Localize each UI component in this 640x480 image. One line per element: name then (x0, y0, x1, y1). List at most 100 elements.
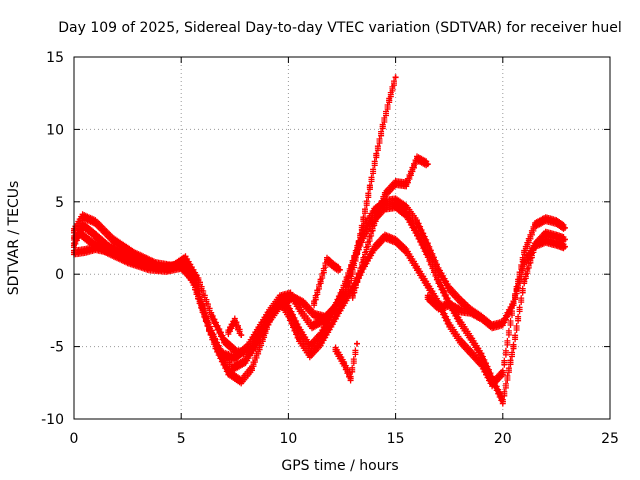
data-point (531, 221, 538, 228)
y-tick-label: 5 (55, 195, 64, 211)
data-point (311, 311, 318, 318)
data-point (255, 326, 262, 333)
data-point (349, 292, 356, 299)
data-point (403, 181, 410, 188)
data-point (341, 360, 348, 367)
data-point (81, 248, 88, 255)
data-point (366, 184, 373, 191)
data-point (354, 340, 361, 347)
data-point (424, 161, 431, 168)
data-point (392, 197, 399, 204)
y-tick-label: -10 (41, 412, 64, 428)
data-point (456, 318, 463, 325)
data-point (311, 300, 318, 307)
data-point (403, 204, 410, 211)
x-axis-ticks: 0 5 10 15 20 25 (70, 57, 619, 447)
data-point (113, 249, 120, 256)
data-point (306, 352, 313, 359)
data-point (296, 326, 303, 333)
data-point (90, 230, 97, 237)
data-point (424, 242, 431, 249)
data-point (392, 237, 399, 244)
data-point (371, 220, 378, 227)
data-point (317, 278, 324, 285)
data-point (298, 308, 305, 315)
data-point (231, 355, 238, 362)
data-point (521, 278, 528, 285)
data-point (424, 282, 431, 289)
data-point (446, 301, 453, 308)
data-point (521, 249, 528, 256)
series-track-3 (71, 195, 568, 364)
x-tick-label: 0 (70, 431, 79, 447)
data-point (489, 375, 496, 382)
data-point (289, 294, 296, 301)
data-point (238, 378, 245, 385)
data-point (542, 230, 549, 237)
data-point (92, 245, 99, 252)
data-point (456, 337, 463, 344)
data-point (268, 314, 275, 321)
data-point (225, 369, 232, 376)
data-point (229, 365, 236, 372)
data-point (446, 285, 453, 292)
data-point (233, 349, 240, 356)
data-point (300, 300, 307, 307)
data-point (510, 300, 517, 307)
data-point (285, 304, 292, 311)
data-point (499, 320, 506, 327)
data-point (208, 311, 215, 318)
x-tick-label: 5 (177, 431, 186, 447)
data-point (542, 216, 549, 223)
data-point (435, 278, 442, 285)
data-point (424, 294, 431, 301)
data-point (332, 346, 339, 353)
data-point (332, 305, 339, 312)
data-point (478, 314, 485, 321)
data-point (456, 297, 463, 304)
x-axis-label: GPS time / hours (281, 458, 398, 474)
y-tick-label: 10 (46, 122, 64, 138)
data-point (257, 332, 264, 339)
x-tick-label: 10 (279, 431, 297, 447)
data-point (173, 262, 180, 269)
plot-frame (73, 56, 611, 420)
y-tick-label: 15 (46, 50, 64, 66)
data-point (246, 349, 253, 356)
data-point (296, 336, 303, 343)
data-point (156, 265, 163, 272)
data-point (489, 323, 496, 330)
y-tick-label: -5 (50, 340, 64, 356)
x-tick-label: 25 (601, 431, 619, 447)
data-point (414, 265, 421, 272)
data-point (347, 375, 354, 382)
data-point (561, 243, 568, 250)
data-point (553, 219, 560, 226)
data-point (225, 329, 232, 336)
series-track-8 (424, 292, 485, 322)
data-point (371, 245, 378, 252)
y-axis-label: SDTVAR / TECUs (6, 181, 22, 296)
data-point (135, 259, 142, 266)
y-tick-label: 0 (55, 267, 64, 283)
data-point (392, 179, 399, 186)
data-point (360, 256, 367, 263)
series-track-5 (349, 153, 431, 301)
data-point (403, 248, 410, 255)
data-point (403, 211, 410, 218)
data-point (321, 314, 328, 321)
data-point (478, 352, 485, 359)
series-track-7 (311, 254, 343, 309)
data-points (71, 74, 568, 407)
data-point (379, 123, 386, 130)
data-point (446, 321, 453, 328)
data-point (381, 233, 388, 240)
data-point (414, 219, 421, 226)
data-point (561, 236, 568, 243)
data-point (79, 213, 86, 220)
data-point (373, 152, 380, 159)
data-point (238, 332, 245, 339)
data-point (278, 300, 285, 307)
data-point (386, 97, 393, 104)
